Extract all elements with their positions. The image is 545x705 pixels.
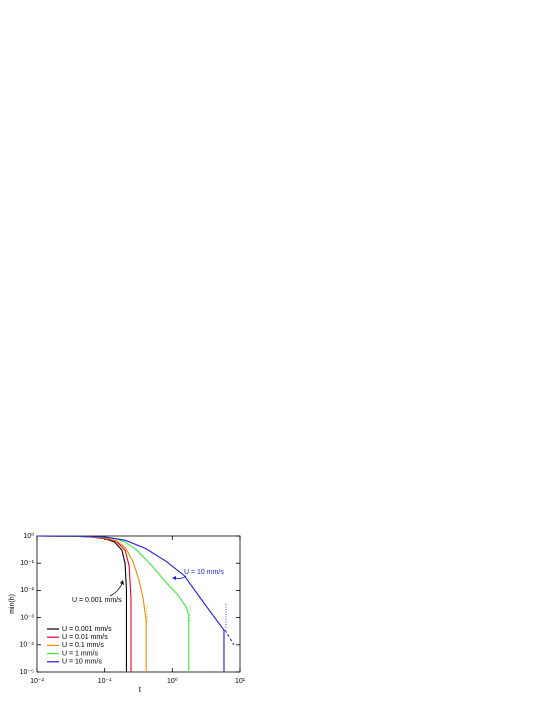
plot-frame [36, 535, 241, 673]
arrow-head [120, 580, 124, 585]
legend-label: U = 1 mm/s [62, 650, 98, 657]
x-tick-label: 10⁻² [30, 678, 44, 685]
y-tick-label: 10⁻² [20, 587, 34, 594]
line-series [36, 535, 225, 672]
arrow-head [172, 576, 176, 580]
y-tick-label: 10⁻¹ [20, 560, 34, 567]
x-tick-label: 10⁻¹ [98, 678, 112, 685]
legend-label: U = 0.01 mm/s [62, 634, 108, 641]
annotation-arrow [109, 583, 123, 597]
y-tick-label: 10⁻⁴ [20, 642, 35, 649]
legend-label: U = 0.001 mm/s [62, 626, 112, 633]
x-tick-label: 10⁰ [167, 677, 178, 685]
legend-label: U = 10 mm/s [62, 659, 102, 666]
dashed-extension [224, 629, 235, 646]
y-tick-label: 10⁰ [23, 532, 34, 540]
y-tick-label: 10⁻⁵ [20, 669, 34, 676]
x-axis-label: t [139, 684, 142, 694]
legend-label: U = 0.1 mm/s [62, 642, 104, 649]
y-axis-label: min(h) [9, 594, 16, 614]
y-tick-label: 10⁻³ [20, 614, 34, 621]
annotation: U = 0.001 mm/s [72, 597, 122, 604]
x-tick-label: 10¹ [235, 678, 246, 685]
annotation: U = 10 mm/s [184, 569, 224, 576]
